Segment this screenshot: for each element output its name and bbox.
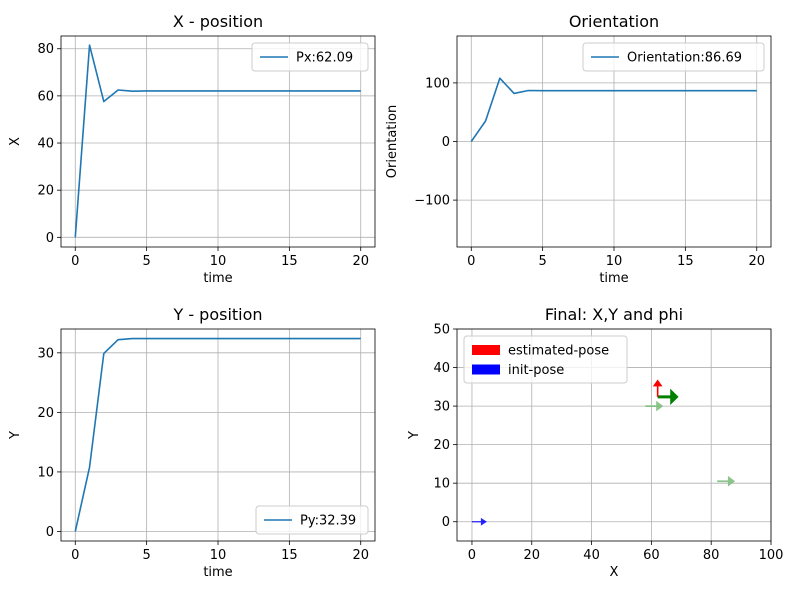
y-tick-label: 0	[442, 135, 450, 150]
series-line-1	[74, 44, 361, 238]
y-tick-label: 100	[425, 76, 450, 91]
legend-swatch	[472, 364, 500, 375]
legend-box	[463, 335, 628, 384]
pose-arrow-4	[657, 388, 679, 406]
x-tick-label: 100	[759, 548, 784, 563]
x-tick-label: 20	[523, 548, 540, 563]
chart-title: Y - position	[172, 305, 262, 324]
x-tick-label: 80	[703, 548, 720, 563]
y-tick-label: 10	[433, 477, 450, 492]
y-tick-label: −100	[414, 194, 450, 209]
x-tick-label: 0	[467, 254, 475, 269]
legend-box	[582, 42, 765, 72]
x-axis-label: time	[203, 565, 232, 580]
chart-panel-2: 0 5 10 15 20 −100 0 100 Orientation time Orientati…	[385, 12, 772, 286]
x-tick-label: 0	[71, 548, 79, 563]
series-line-1	[470, 77, 757, 142]
legend-swatch	[472, 345, 500, 355]
x-tick-label: 15	[677, 254, 694, 269]
chart-panel-3: 0 5 10 15 20 0 10 20 30 Y - position time Y Py:32.39	[8, 305, 376, 580]
y-tick-label: 0	[46, 231, 54, 246]
x-tick-label: 0	[71, 254, 79, 269]
x-axis-label: X	[610, 565, 619, 580]
y-axis-label: Y	[8, 431, 23, 440]
x-tick-label: 5	[538, 254, 546, 269]
y-tick-label: 30	[37, 346, 54, 361]
y-tick-label: 50	[433, 323, 450, 338]
x-axis-label: time	[203, 271, 232, 286]
legend-label: Py:32.39	[300, 514, 356, 529]
pose-arrow-5	[652, 379, 663, 397]
x-tick-label: 20	[748, 254, 765, 269]
y-tick-label: 20	[433, 438, 450, 453]
chart-title: X - position	[173, 12, 263, 31]
legend-label: Orientation:86.69	[627, 51, 742, 66]
y-axis-label: Y	[407, 431, 422, 440]
legend: Px:62.09	[251, 42, 369, 72]
x-axis-label: time	[599, 271, 628, 286]
x-tick-label: 10	[606, 254, 623, 269]
pose-arrow-2	[645, 400, 664, 412]
legend: Orientation:86.69	[582, 42, 765, 72]
chart-title: Final: X,Y and phi	[545, 305, 683, 324]
x-tick-label: 10	[210, 254, 227, 269]
pose-arrow-3	[717, 475, 736, 487]
x-tick-label: 40	[583, 548, 600, 563]
y-tick-label: 0	[46, 525, 54, 540]
axes-frame	[456, 328, 772, 542]
legend: estimated-pose init-pose	[463, 335, 628, 384]
chart-panel-4: 0 20 40 60 80 100 0 10 20 30 40 50 Final: X,Y and ph…	[407, 305, 783, 580]
y-tick-label: 0	[442, 515, 450, 530]
pose-arrow-1	[471, 517, 487, 526]
y-axis-label: X	[8, 137, 23, 146]
legend-box	[255, 505, 369, 535]
y-tick-label: 20	[37, 406, 54, 421]
series-line-1	[74, 337, 361, 532]
x-tick-label: 5	[142, 548, 150, 563]
x-tick-label: 20	[352, 548, 369, 563]
x-tick-label: 0	[468, 548, 476, 563]
y-tick-label: 30	[433, 400, 450, 415]
legend-label: Px:62.09	[296, 51, 353, 66]
x-tick-label: 60	[643, 548, 660, 563]
y-tick-label: 60	[37, 89, 54, 104]
x-tick-label: 20	[352, 254, 369, 269]
legend-box	[251, 42, 369, 72]
y-axis-label: Orientation	[385, 105, 400, 178]
y-tick-label: 40	[37, 137, 54, 152]
y-tick-label: 80	[37, 42, 54, 57]
legend-label: init-pose	[508, 363, 564, 378]
y-tick-label: 10	[37, 465, 54, 480]
x-tick-label: 5	[142, 254, 150, 269]
legend: Py:32.39	[255, 505, 369, 535]
chart-title: Orientation	[569, 12, 659, 31]
x-tick-label: 10	[210, 548, 227, 563]
y-tick-label: 40	[433, 361, 450, 376]
chart-panel-1: 0 5 10 15 20 0 20 40 60 80 X - position time X Px:62.…	[8, 12, 376, 286]
x-tick-label: 15	[281, 254, 298, 269]
x-tick-label: 15	[281, 548, 298, 563]
legend-label: estimated-pose	[508, 344, 609, 359]
y-tick-label: 20	[37, 184, 54, 199]
